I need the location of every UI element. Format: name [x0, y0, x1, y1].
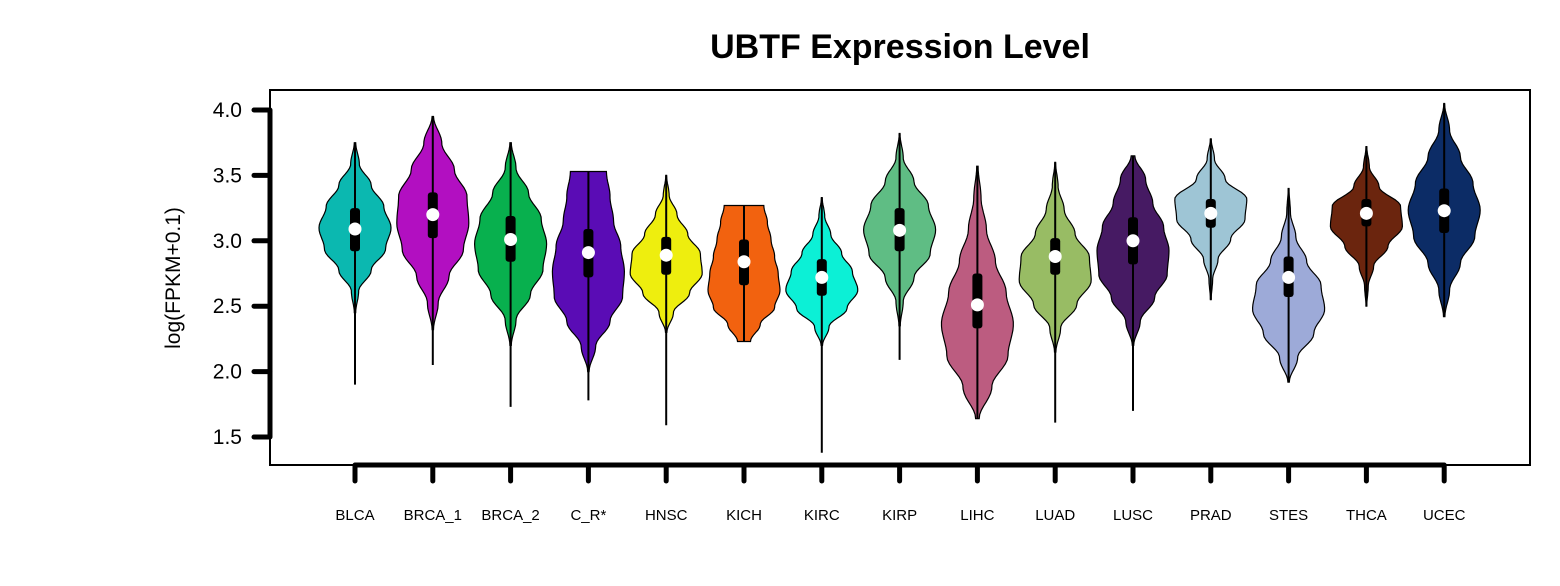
violin-median-point: [970, 298, 984, 312]
violin-median-point: [426, 208, 440, 222]
x-tick-label: BRCA_2: [481, 507, 539, 524]
violin-group: [318, 142, 392, 385]
violin-group: [1407, 102, 1481, 318]
x-tick-label: BRCA_1: [404, 507, 462, 524]
violin-median-point: [1204, 206, 1218, 220]
y-tick-label: 3.5: [213, 164, 242, 187]
violin-group: [396, 115, 470, 366]
y-axis-label: log(FPKM+0.1): [162, 207, 185, 349]
violin-group: [940, 165, 1014, 420]
violins: [318, 102, 1481, 453]
x-tick-label: KIRP: [882, 507, 917, 524]
violin-group: [1174, 138, 1248, 301]
violin-median-point: [1126, 234, 1140, 248]
x-tick-label: UCEC: [1423, 507, 1466, 524]
x-tick-label: LIHC: [960, 507, 994, 524]
y-tick-label: 2.0: [213, 361, 242, 384]
violin-median-point: [815, 270, 829, 284]
y-tick-label: 2.5: [213, 295, 242, 318]
violin-median-point: [348, 222, 362, 236]
chart-title: UBTF Expression Level: [710, 28, 1090, 66]
violin-group: [785, 197, 859, 453]
y-tick-label: 3.0: [213, 230, 242, 253]
x-tick-label: KIRC: [804, 507, 840, 524]
violin-group: [551, 170, 626, 401]
violin-group: [629, 174, 703, 426]
x-tick-label: HNSC: [645, 507, 688, 524]
violin-median-point: [504, 232, 518, 246]
violin-group: [707, 204, 781, 343]
violin-group: [862, 132, 937, 360]
violin-median-point: [737, 255, 751, 269]
violin-group: [1096, 155, 1170, 411]
violin-group: [1251, 187, 1326, 383]
violin-median-point: [659, 248, 673, 262]
y-axis: 1.5 2.0 2.5 3.0 3.5 4.0: [213, 99, 273, 449]
x-tick-label: STES: [1269, 507, 1308, 524]
x-tick-label: PRAD: [1190, 507, 1232, 524]
violin-median-point: [893, 223, 907, 237]
x-tick-label: LUSC: [1113, 507, 1153, 524]
x-tick-label: THCA: [1346, 507, 1387, 524]
violin-median-point: [1048, 249, 1062, 263]
x-tick-label: C_R*: [570, 507, 606, 524]
violin-group: [1018, 161, 1092, 423]
x-tick-label: BLCA: [335, 507, 374, 524]
y-tick-label: 1.5: [213, 426, 242, 449]
y-tick-label: 4.0: [213, 99, 242, 122]
violin-median-point: [581, 246, 595, 260]
x-tick-label: LUAD: [1035, 507, 1075, 524]
violin-median-point: [1282, 270, 1296, 284]
violin-group: [473, 142, 548, 407]
violin-median-point: [1437, 204, 1451, 218]
x-tick-label: KICH: [726, 507, 762, 524]
violin-group: [1329, 146, 1404, 307]
x-axis: BLCA BRCA_1 BRCA_2 C_R* HNSC KICH KIRC KIRP LIHC…: [335, 462, 1466, 524]
violin-median-point: [1359, 206, 1373, 220]
